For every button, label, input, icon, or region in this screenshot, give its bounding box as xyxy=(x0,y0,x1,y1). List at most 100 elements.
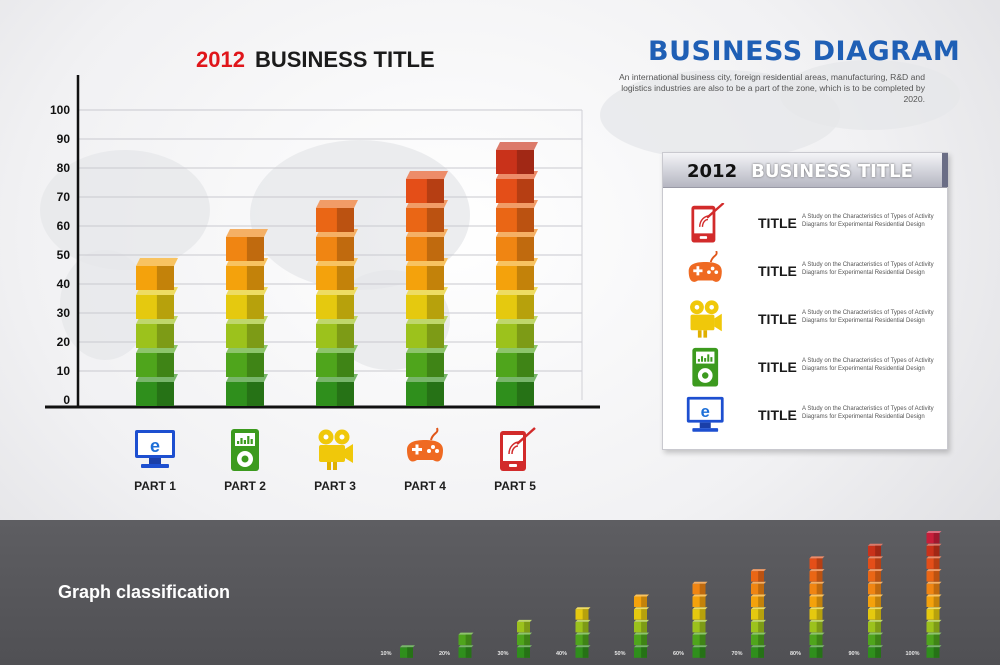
x-tick-label: PART 5 xyxy=(494,479,536,493)
legend-row: TITLE A Study on the Characteristics of T… xyxy=(663,199,947,245)
bar-cube xyxy=(316,374,358,406)
panel-header-text: 2012 BUSINESS TITLE xyxy=(687,161,913,182)
bar-cube xyxy=(496,229,538,261)
classification-cube xyxy=(868,543,883,557)
classification-cube xyxy=(517,619,532,633)
bar-cube xyxy=(496,374,538,406)
classification-cube xyxy=(868,581,883,595)
legend-row-title: TITLE xyxy=(758,263,797,279)
mobile-phone-icon xyxy=(500,427,536,471)
classification-cube xyxy=(868,569,883,582)
legend-row-description: A Study on the Characteristics of Types … xyxy=(802,406,934,420)
classification-cube xyxy=(575,632,591,646)
bar-cube xyxy=(316,258,358,290)
classification-label: 90% xyxy=(848,651,859,657)
classification-band xyxy=(0,520,1000,665)
panel-title: BUSINESS TITLE xyxy=(751,161,913,182)
legend-row: TITLE A Study on the Characteristics of T… xyxy=(663,343,947,389)
bar-cube xyxy=(406,316,448,348)
y-tick-label: 60 xyxy=(57,219,71,233)
classification-cube xyxy=(575,607,591,620)
bar-cube xyxy=(226,345,268,377)
business-diagram-description: An international business city, foreign … xyxy=(618,72,925,104)
classification-cube xyxy=(400,645,415,658)
x-tick-label: PART 2 xyxy=(224,479,266,493)
legend-row-title: TITLE xyxy=(758,407,797,423)
world-map-background xyxy=(40,150,210,270)
video-camera-icon xyxy=(318,429,353,470)
panel-header-tab xyxy=(942,153,948,187)
business-diagram-title: BUSINESS DIAGRAM xyxy=(648,36,961,67)
classification-cube xyxy=(926,543,942,557)
classification-cube xyxy=(692,607,708,620)
bar-cube xyxy=(316,316,358,348)
y-tick-label: 30 xyxy=(57,306,71,320)
bar-cube xyxy=(496,142,538,174)
legend-row: e TITLE A Study on the Characteristics of … xyxy=(663,391,947,437)
world-map-background xyxy=(780,60,960,130)
music-player-icon xyxy=(231,429,259,471)
classification-cube xyxy=(809,569,825,582)
bar-cube xyxy=(406,171,448,203)
classification-cube xyxy=(634,619,649,633)
bar xyxy=(406,171,448,406)
legend-panel: 2012 BUSINESS TITLE TITLE A Study on the C… xyxy=(662,152,948,450)
bar-cube xyxy=(226,229,268,261)
classification-label: 40% xyxy=(556,651,567,657)
classification-cube xyxy=(692,594,708,607)
classification-cube xyxy=(751,632,766,646)
classification-cube xyxy=(458,632,474,646)
classification-bar xyxy=(517,619,532,658)
y-tick-label: 20 xyxy=(57,335,71,349)
classification-cube xyxy=(926,531,942,544)
classification-label: 50% xyxy=(614,651,625,657)
classification-bar xyxy=(575,607,591,658)
classification-cube xyxy=(458,645,474,658)
classification-cube xyxy=(692,581,708,595)
bar xyxy=(136,258,178,406)
chart-title-year: 2012 xyxy=(196,47,245,72)
legend-row-description: A Study on the Characteristics of Types … xyxy=(802,262,934,276)
classification-cube xyxy=(868,556,883,569)
bar-chart: 0 10 20 30 40 50 60 70 80 90 100 e xyxy=(45,75,600,471)
classification-cube xyxy=(751,645,766,658)
classification-cube xyxy=(926,645,942,658)
classification-cube xyxy=(575,619,591,633)
legend-row-description: A Study on the Characteristics of Types … xyxy=(802,310,934,324)
classification-cube xyxy=(809,632,825,646)
classification-cube xyxy=(517,632,532,646)
classification-cube xyxy=(692,619,708,633)
bar-cube xyxy=(226,316,268,348)
graph-classification-title: Graph classification xyxy=(58,582,231,602)
classification-cube xyxy=(868,645,883,658)
mobile-phone-icon xyxy=(691,203,725,243)
classification-cube xyxy=(868,607,883,620)
classification-label: 70% xyxy=(731,651,742,657)
classification-cube xyxy=(926,581,942,595)
classification-cube xyxy=(634,632,649,646)
panel-year: 2012 xyxy=(687,161,738,182)
bar-cube xyxy=(226,287,268,319)
classification-cube xyxy=(809,619,825,633)
classification-cube xyxy=(575,645,591,658)
y-tick-label: 40 xyxy=(57,277,71,291)
monitor-e-icon: e xyxy=(135,430,175,468)
classification-cube xyxy=(692,645,708,658)
classification-cube xyxy=(926,619,942,633)
panel-header: 2012 BUSINESS TITLE xyxy=(663,153,948,188)
monitor-e-icon: e xyxy=(686,396,724,432)
classification-cube xyxy=(751,569,766,582)
legend-row-title: TITLE xyxy=(758,359,797,375)
legend-row-description: A Study on the Characteristics of Types … xyxy=(802,214,934,228)
classification-label: 80% xyxy=(790,651,801,657)
x-tick-label: PART 3 xyxy=(314,479,356,493)
classification-cube xyxy=(809,607,825,620)
classification-cube xyxy=(751,581,766,595)
bar xyxy=(496,142,538,406)
classification-label: 30% xyxy=(497,651,508,657)
y-tick-label: 80 xyxy=(57,161,71,175)
svg-text:e: e xyxy=(701,402,710,421)
classification-cube xyxy=(809,645,825,658)
bar-cube xyxy=(496,287,538,319)
classification-cube xyxy=(751,607,766,620)
